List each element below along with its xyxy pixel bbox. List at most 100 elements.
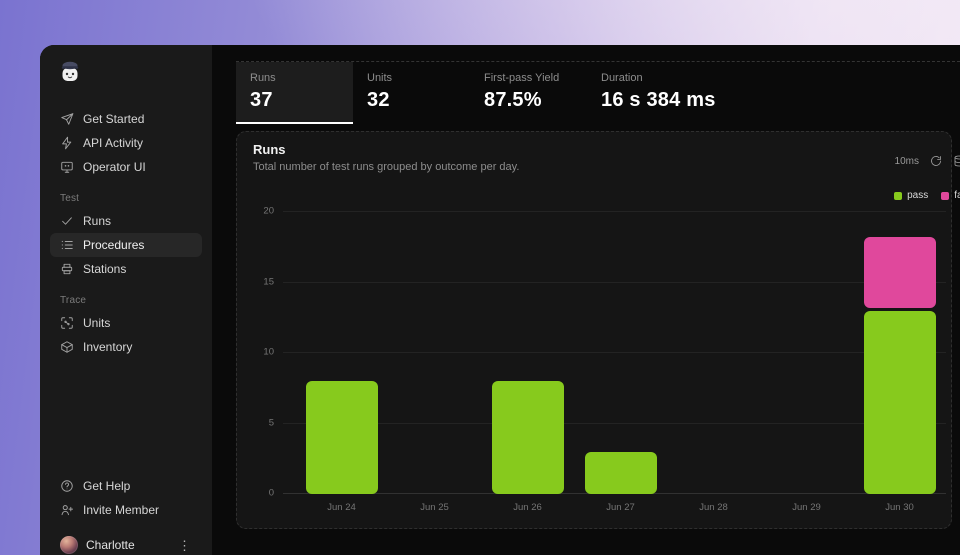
- y-tick-label: 10: [263, 346, 274, 358]
- stat-tab-first-pass-yield[interactable]: First-pass Yield 87.5%: [470, 62, 587, 124]
- monitor-icon: [60, 160, 74, 174]
- x-tick-label: Jun 29: [792, 502, 821, 513]
- refresh-button[interactable]: [930, 155, 942, 167]
- user-name: Charlotte: [86, 538, 135, 552]
- legend-swatch-pass: [894, 191, 903, 200]
- add-user-icon: [60, 503, 74, 517]
- bar-columns: [295, 212, 946, 494]
- runs-chart-card: Runs Total number of test runs grouped b…: [236, 131, 960, 529]
- sidebar-item-label: Operator UI: [83, 160, 146, 174]
- app-logo[interactable]: [57, 59, 202, 87]
- chart-subtitle: Total number of test runs grouped by out…: [253, 161, 520, 173]
- sidebar-item-runs[interactable]: Runs: [50, 209, 202, 233]
- sidebar-item-get-help[interactable]: Get Help: [50, 474, 202, 498]
- x-tick-label: Jun 30: [885, 502, 914, 513]
- sidebar-footer: Get Help Invite Member Charlotte ⋮: [50, 474, 202, 555]
- gridline-y-5: 5: [269, 417, 946, 428]
- stat-label: Units: [367, 72, 393, 84]
- sidebar-item-label: Invite Member: [83, 503, 160, 517]
- x-tick-label: Jun 28: [699, 502, 728, 513]
- gridline-y-15: 15: [263, 276, 946, 287]
- bar-stack: [584, 451, 657, 494]
- bar-column-jun-30: [853, 212, 946, 494]
- bar-column-jun-28: [667, 212, 760, 494]
- x-axis-labels: Jun 24 Jun 25 Jun 26 Jun 27 Jun 28 Jun 29 Jun …: [295, 502, 946, 513]
- sidebar-item-stations[interactable]: Stations: [50, 257, 202, 281]
- x-tick-label: Jun 24: [327, 502, 356, 513]
- gridline-y-10: 10: [263, 347, 946, 358]
- stat-tab-duration[interactable]: Duration 16 s 384 ms: [587, 62, 716, 124]
- x-tick-label: Jun 27: [606, 502, 635, 513]
- checkmark-icon: [60, 214, 74, 228]
- sidebar: Get Started API Activity Operator UI Tes…: [40, 45, 212, 555]
- sidebar-item-label: Inventory: [83, 340, 133, 354]
- bar-segment-fail: [863, 237, 936, 308]
- sidebar-item-label: Get Help: [83, 479, 131, 493]
- x-tick-label: Jun 26: [513, 502, 542, 513]
- bar-column-jun-29: [760, 212, 853, 494]
- stat-label: First-pass Yield: [484, 72, 560, 84]
- stat-value: 37: [250, 89, 273, 111]
- stat-label: Runs: [250, 72, 276, 84]
- sidebar-item-operator-ui[interactable]: Operator UI: [50, 155, 202, 179]
- sidebar-section-trace: Trace: [60, 295, 87, 306]
- sidebar-item-label: API Activity: [83, 136, 144, 150]
- stat-tab-units[interactable]: Units 32: [353, 62, 470, 124]
- stat-label: Duration: [601, 72, 643, 84]
- stat-value: 87.5%: [484, 89, 542, 111]
- chart-title: Runs: [253, 142, 286, 157]
- y-tick-label: 0: [268, 487, 274, 499]
- help-circle-icon: [60, 479, 74, 493]
- sidebar-item-label: Units: [83, 316, 111, 330]
- user-menu[interactable]: Charlotte ⋮: [50, 530, 202, 555]
- user-avatar: [60, 536, 78, 554]
- sidebar-item-api-activity[interactable]: API Activity: [50, 131, 202, 155]
- chart-toolbar: 10ms: [895, 149, 960, 173]
- stats-tabbar: Runs 37 Units 32 First-pass Yield 87.5% …: [236, 61, 960, 124]
- robot-captain-logo-icon: [57, 61, 83, 89]
- workstation-icon: [60, 262, 74, 276]
- y-tick-label: 15: [263, 276, 274, 287]
- bar-segment-pass: [863, 310, 936, 494]
- app-window: Get Started API Activity Operator UI Tes…: [40, 45, 960, 555]
- legend-item-pass[interactable]: pass: [894, 190, 928, 201]
- plot-area: 0 5 10 15 20: [263, 206, 946, 499]
- sidebar-item-inventory[interactable]: Inventory: [50, 335, 202, 359]
- bar-column-jun-25: [388, 212, 481, 494]
- bar-column-jun-27: [574, 212, 667, 494]
- y-tick-label: 20: [263, 205, 274, 217]
- list-icon: [60, 238, 74, 252]
- sidebar-item-procedures[interactable]: Procedures: [50, 233, 202, 257]
- sidebar-item-get-started[interactable]: Get Started: [50, 107, 202, 131]
- data-source-button[interactable]: [953, 155, 960, 167]
- y-tick-label: 5: [268, 417, 274, 428]
- bar-segment-pass: [305, 381, 378, 494]
- chart-legend: pass fail: [894, 190, 960, 201]
- stat-value: 32: [367, 89, 390, 111]
- legend-label: fail: [954, 190, 960, 201]
- main-content: Runs 37 Units 32 First-pass Yield 87.5% …: [212, 45, 960, 555]
- stat-value: 16 s 384 ms: [601, 89, 716, 111]
- bar-stack: [305, 381, 378, 494]
- bar-stack: [491, 381, 564, 494]
- stat-tab-runs[interactable]: Runs 37: [236, 62, 353, 124]
- kebab-menu-icon[interactable]: ⋮: [178, 537, 191, 553]
- scan-icon: [60, 316, 74, 330]
- bar-column-jun-26: [481, 212, 574, 494]
- bar-column-jun-24: [295, 212, 388, 494]
- sidebar-item-invite-member[interactable]: Invite Member: [50, 498, 202, 522]
- bar-segment-pass: [584, 451, 657, 494]
- send-icon: [60, 112, 74, 126]
- sidebar-item-label: Runs: [83, 214, 112, 228]
- query-latency: 10ms: [894, 155, 919, 167]
- legend-swatch-fail: [941, 191, 950, 200]
- gridline-y-20: 20: [263, 206, 946, 217]
- sidebar-item-label: Procedures: [83, 238, 145, 252]
- lightning-bolt-icon: [60, 136, 74, 150]
- chart-card-header: Runs Total number of test runs grouped b…: [237, 132, 960, 173]
- legend-label: pass: [907, 190, 929, 201]
- package-icon: [60, 340, 74, 354]
- legend-item-fail[interactable]: fail: [941, 190, 960, 201]
- x-tick-label: Jun 25: [420, 502, 449, 513]
- sidebar-item-units[interactable]: Units: [50, 311, 202, 335]
